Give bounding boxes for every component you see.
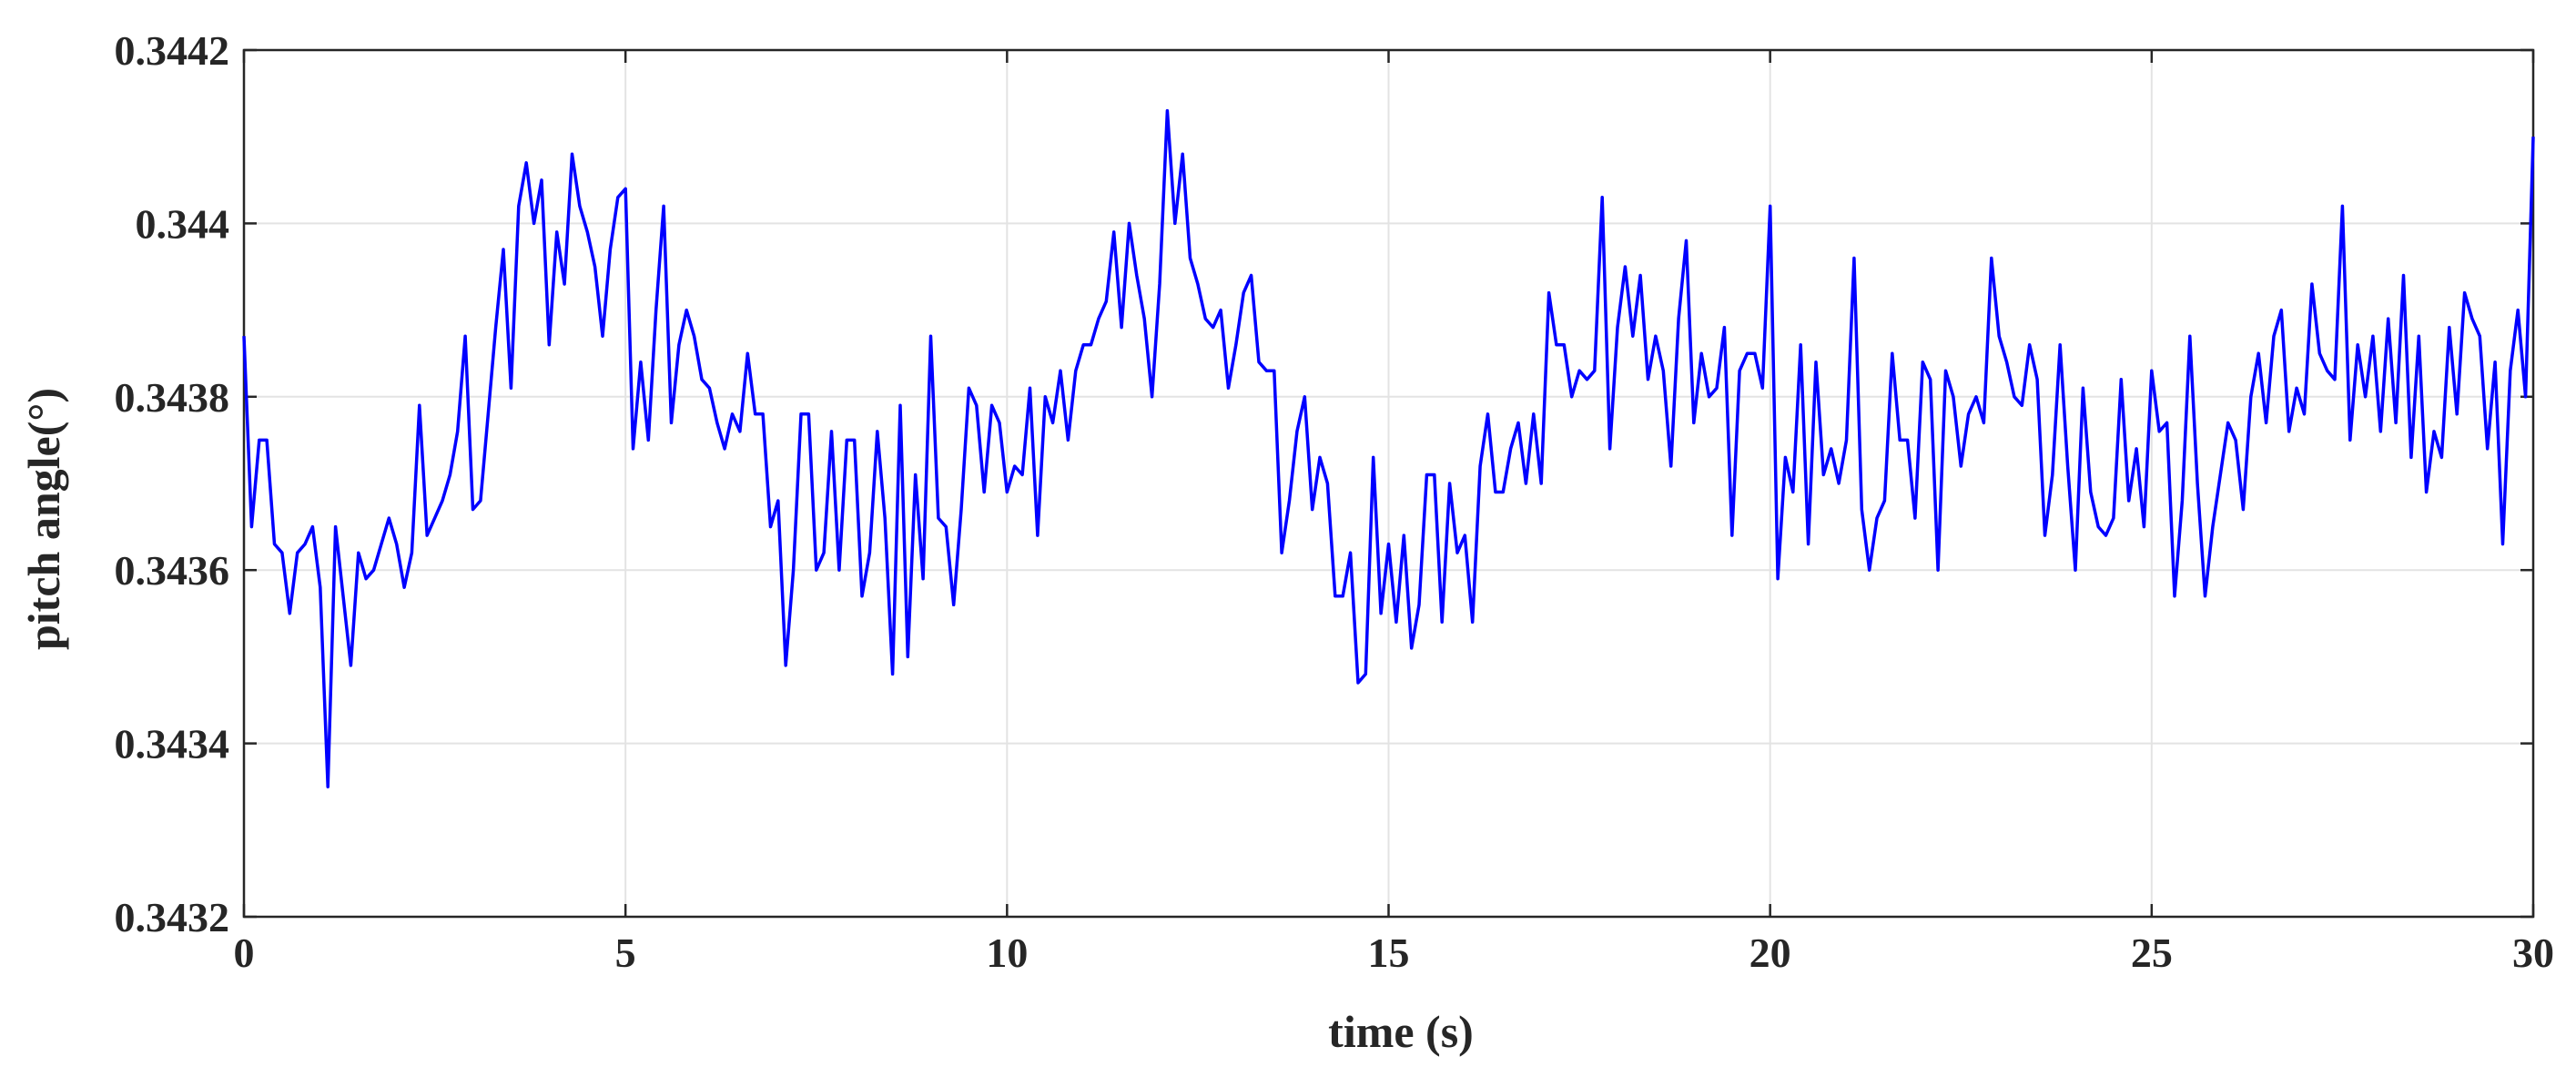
y-tick-label: 0.344 [136,200,230,247]
axes-layer: 0 5 10 15 20 25 30 0.3432 0.3434 0.3436 0.3438 0.34… [115,27,2555,976]
y-tick-label: 0.3436 [115,547,230,594]
labels-layer: time (s) pitch angle(°) [18,388,1474,1057]
x-tick-label: 10 [986,930,1028,976]
y-tick-label: 0.3432 [115,894,230,940]
x-axis-label: time (s) [1328,1006,1474,1057]
data-layer [242,108,2535,788]
x-tick-label: 5 [615,930,636,976]
y-tick-label: 0.3442 [115,27,230,74]
y-tick-label: 0.3438 [115,374,230,421]
x-tick-label: 20 [1749,930,1791,976]
y-tick-label: 0.3434 [115,721,230,767]
x-tick-label: 0 [234,930,255,976]
x-tick-label: 15 [1368,930,1410,976]
y-axis-label: pitch angle(°) [18,388,69,650]
grid-layer [243,49,2534,918]
x-tick-label: 30 [2512,930,2554,976]
data-series-line [242,108,2535,788]
x-tick-label: 25 [2131,930,2173,976]
